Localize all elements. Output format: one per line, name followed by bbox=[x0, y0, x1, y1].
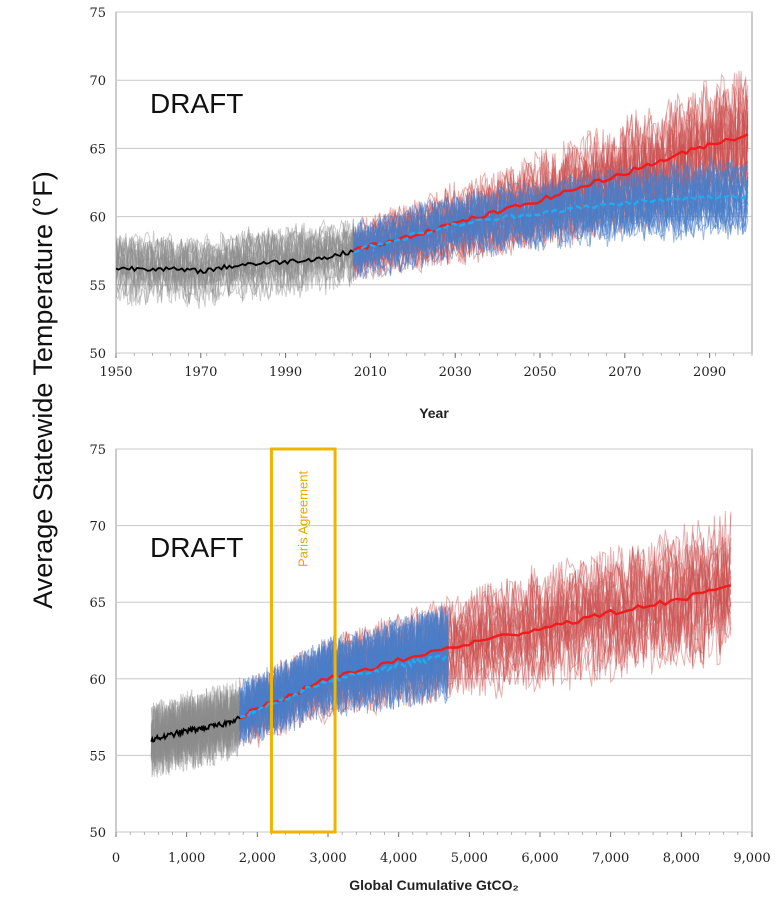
x-tick-label: 1990 bbox=[269, 365, 302, 380]
historical-ensemble-trace bbox=[115, 228, 354, 290]
draft-watermark: DRAFT bbox=[150, 88, 243, 119]
x-axis-title: Year bbox=[419, 405, 449, 421]
historical-ensemble-trace bbox=[115, 243, 354, 304]
historical-ensemble-trace bbox=[115, 234, 354, 300]
high-emissions-mean-line bbox=[239, 584, 732, 720]
historical-ensemble-trace bbox=[115, 226, 354, 286]
high-emissions-ensemble-trace bbox=[239, 566, 732, 739]
historical-ensemble-trace bbox=[150, 699, 241, 772]
draft-watermark: DRAFT bbox=[150, 532, 243, 563]
historical-ensemble-trace bbox=[150, 690, 241, 764]
historical-ensemble-trace bbox=[151, 698, 241, 766]
historical-ensemble-trace bbox=[115, 229, 354, 295]
y-tick-label: 50 bbox=[89, 347, 106, 362]
historical-ensemble-trace bbox=[115, 245, 354, 308]
historical-ensemble-trace bbox=[150, 702, 241, 777]
x-axis-title: Global Cumulative GtCO₂ bbox=[349, 877, 519, 893]
y-tick-label: 65 bbox=[89, 142, 106, 157]
historical-mean-line bbox=[115, 249, 354, 275]
historical-ensemble-trace bbox=[115, 247, 354, 309]
historical-ensemble-trace bbox=[150, 693, 241, 766]
x-tick-label: 1970 bbox=[184, 365, 217, 380]
historical-ensemble-trace bbox=[115, 230, 354, 290]
low-emissions-mean-line bbox=[353, 193, 749, 254]
y-tick-label: 60 bbox=[89, 673, 106, 688]
historical-ensemble-trace bbox=[150, 689, 241, 762]
y-tick-label: 65 bbox=[89, 596, 106, 611]
x-tick-label: 3,000 bbox=[309, 851, 346, 866]
paris-agreement-band bbox=[269, 447, 337, 834]
historical-ensemble-trace bbox=[150, 708, 241, 777]
y-tick-label: 70 bbox=[89, 74, 106, 89]
historical-ensemble-trace bbox=[150, 685, 241, 756]
historical-ensemble-trace bbox=[115, 234, 354, 292]
historical-ensemble-trace bbox=[151, 708, 241, 778]
low-emissions-mean-line bbox=[239, 654, 449, 719]
historical-ensemble-trace bbox=[115, 224, 354, 287]
y-tick-label: 50 bbox=[89, 826, 106, 841]
low-emissions-ensemble-trace bbox=[352, 160, 749, 260]
historical-ensemble-trace bbox=[150, 689, 241, 759]
high-emissions-ensemble-trace bbox=[239, 564, 732, 744]
historical-ensemble-trace bbox=[150, 689, 241, 764]
historical-ensemble-trace bbox=[150, 693, 241, 768]
historical-ensemble-trace bbox=[115, 223, 354, 285]
high-emissions-mean-line bbox=[352, 133, 749, 252]
low-emissions-ensemble-trace bbox=[352, 158, 749, 264]
historical-ensemble-trace bbox=[150, 696, 241, 764]
historical-ensemble-trace bbox=[115, 220, 354, 284]
y-tick-label: 75 bbox=[89, 6, 106, 21]
x-tick-label: 0 bbox=[112, 851, 120, 866]
high-emissions-ensemble-trace bbox=[239, 549, 732, 737]
x-tick-label: 7,000 bbox=[592, 851, 629, 866]
ensemble-traces bbox=[150, 510, 732, 778]
historical-ensemble-trace bbox=[115, 241, 354, 305]
historical-ensemble-trace bbox=[115, 220, 354, 283]
x-tick-label: 2070 bbox=[608, 365, 641, 380]
historical-ensemble-trace bbox=[115, 230, 354, 288]
historical-ensemble-trace bbox=[115, 222, 354, 284]
chart-temperature-vs-cumulative-co2: 50 55 60 65 70 75 0 1,000 2,000 3,000 4,000 5,000 6,… bbox=[89, 443, 770, 893]
y-tick-label: 75 bbox=[89, 443, 106, 458]
historical-ensemble-trace bbox=[150, 687, 241, 756]
x-tick-label: 5,000 bbox=[451, 851, 488, 866]
x-tick-label: 2030 bbox=[439, 365, 472, 380]
x-tick-label: 1950 bbox=[99, 365, 132, 380]
y-tick-label: 55 bbox=[89, 279, 106, 294]
y-axis-title: Average Statewide Temperature (°F) bbox=[28, 171, 58, 609]
ensemble-traces bbox=[115, 70, 749, 309]
x-tick-label: 6,000 bbox=[521, 851, 558, 866]
x-tick-label: 1,000 bbox=[168, 851, 205, 866]
historical-ensemble-trace bbox=[150, 683, 241, 750]
historical-ensemble-trace bbox=[150, 689, 241, 759]
historical-ensemble-trace bbox=[115, 235, 354, 297]
low-emissions-ensemble-trace bbox=[239, 640, 449, 741]
historical-ensemble-trace bbox=[115, 218, 354, 279]
chart-temperature-vs-year: 50 55 60 65 70 75 1950 1970 1990 2010 2030 2050 2070… bbox=[89, 6, 753, 421]
y-tick-label: 55 bbox=[89, 749, 106, 764]
x-tick-label: 2050 bbox=[523, 365, 556, 380]
x-tick-label: 8,000 bbox=[663, 851, 700, 866]
historical-ensemble-trace bbox=[150, 705, 241, 776]
x-tick-label: 2010 bbox=[354, 365, 387, 380]
y-tick-label: 70 bbox=[89, 520, 106, 535]
historical-ensemble-trace bbox=[150, 692, 241, 759]
y-tick-label: 60 bbox=[89, 211, 106, 226]
x-tick-label: 4,000 bbox=[380, 851, 417, 866]
historical-ensemble-trace bbox=[150, 701, 241, 778]
historical-ensemble-trace bbox=[115, 244, 354, 307]
x-tick-label: 9,000 bbox=[733, 851, 770, 866]
paris-agreement-label: Paris Agreement bbox=[295, 471, 310, 567]
historical-mean-line bbox=[150, 715, 241, 743]
historical-ensemble-trace bbox=[115, 234, 354, 286]
x-tick-label: 2090 bbox=[693, 365, 726, 380]
x-tick-label: 2,000 bbox=[239, 851, 276, 866]
low-emissions-ensemble-trace bbox=[352, 165, 748, 267]
